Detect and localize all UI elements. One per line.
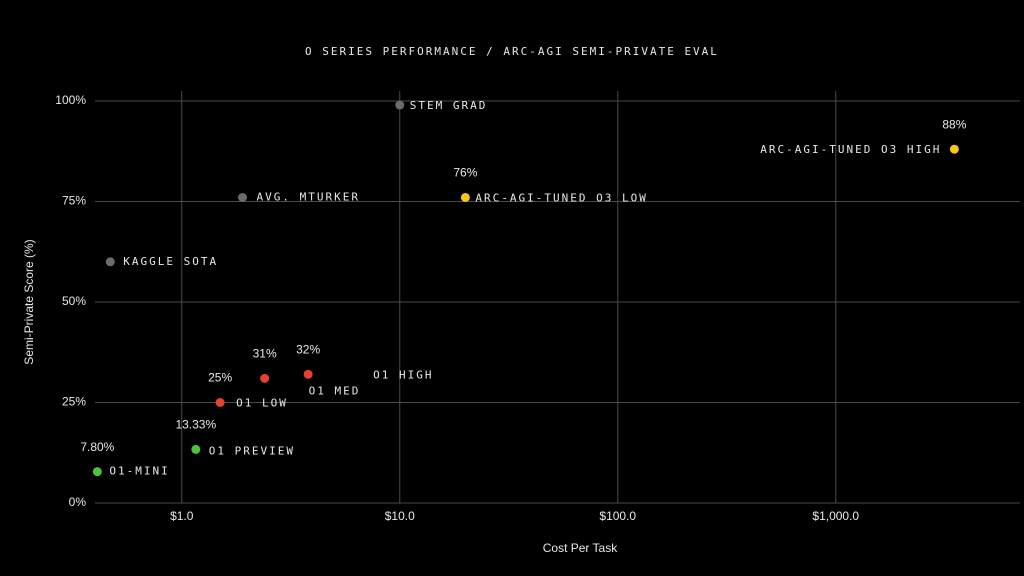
point-label: O1 PREVIEW [209,444,295,457]
chart-title: O SERIES PERFORMANCE / ARC-AGI SEMI-PRIV… [305,45,719,58]
point-label: ARC-AGI-TUNED O3 HIGH [760,143,941,156]
y-tick-label: 100% [55,93,86,107]
data-point [395,100,405,110]
x-tick-label: $10.0 [385,509,415,523]
y-tick-label: 25% [62,395,86,409]
point-label: O1 HIGH [373,368,433,381]
point-label: O1-MINI [109,465,169,478]
data-point [460,192,470,202]
point-label: KAGGLE SOTA [123,255,218,268]
x-tick-label: $1.0 [170,509,194,523]
value-label: 88% [942,117,966,131]
value-label: 13.33% [175,418,216,432]
data-point [92,467,102,477]
x-tick-label: $1,000.0 [812,509,859,523]
point-label: ARC-AGI-TUNED O3 LOW [475,191,647,204]
value-label: 32% [296,343,320,357]
value-label: 25% [208,371,232,385]
y-tick-label: 75% [62,194,86,208]
point-label: AVG. MTURKER [257,190,360,203]
value-label: 76% [453,166,477,180]
x-axis-title: Cost Per Task [543,541,618,555]
y-tick-label: 50% [62,294,86,308]
data-point [949,144,959,154]
x-tick-label: $100.0 [599,509,636,523]
value-label: 7.80% [80,440,114,454]
data-point [238,192,248,202]
data-point [260,373,270,383]
y-axis-title: Semi-Private Score (%) [22,239,36,364]
data-point [105,257,115,267]
value-label: 31% [253,347,277,361]
point-label: O1 LOW [236,397,288,410]
data-point [215,398,225,407]
y-tick-label: 0% [69,495,87,509]
data-point [303,369,313,379]
point-label: STEM GRAD [410,99,488,112]
data-point [191,444,201,454]
point-label: O1 MED [309,384,361,397]
